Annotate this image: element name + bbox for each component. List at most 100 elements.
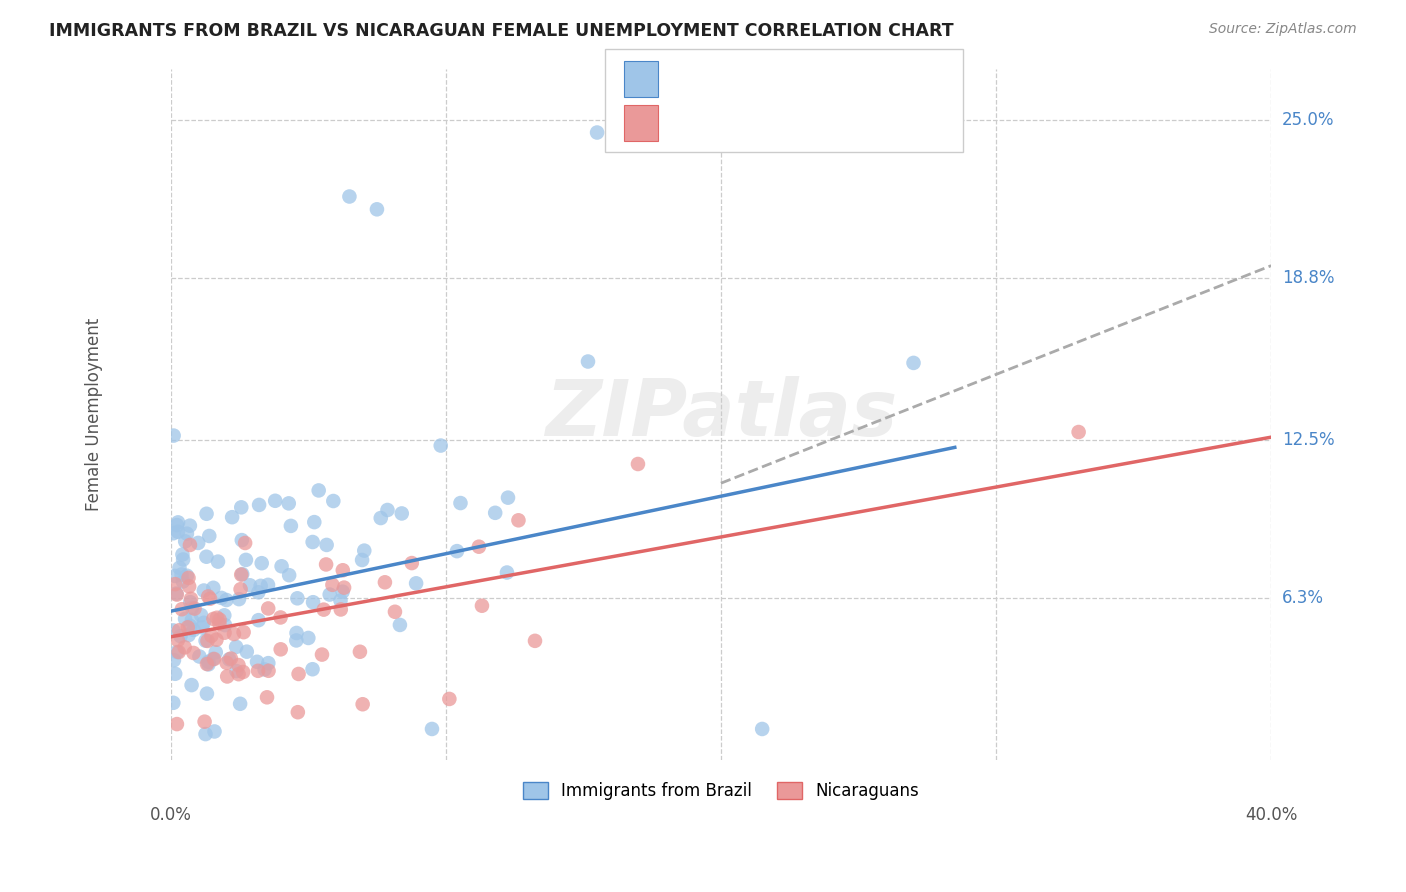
Point <box>370 511 392 525</box>
Point <box>167 633 190 648</box>
Point <box>176 526 198 541</box>
Point <box>246 655 269 669</box>
Point <box>287 705 309 719</box>
Point <box>228 667 250 681</box>
Text: 6.3%: 6.3% <box>1282 590 1324 607</box>
Point <box>287 591 309 606</box>
Point <box>576 354 599 368</box>
Point <box>247 585 270 599</box>
Point <box>352 553 374 567</box>
Point <box>231 567 253 582</box>
Point <box>235 553 257 567</box>
Point <box>391 507 413 521</box>
Point <box>439 692 461 706</box>
Point <box>169 561 191 575</box>
Point <box>232 665 254 679</box>
Point <box>195 549 218 564</box>
Point <box>270 610 292 624</box>
Point <box>353 543 375 558</box>
Point <box>180 613 202 627</box>
Point <box>315 558 337 572</box>
Point <box>221 510 243 524</box>
Point <box>264 493 287 508</box>
Text: 0.405: 0.405 <box>707 115 759 133</box>
Point <box>270 642 292 657</box>
Point <box>287 667 309 681</box>
Point <box>179 538 201 552</box>
Point <box>420 722 443 736</box>
Point <box>280 519 302 533</box>
Point <box>250 556 273 570</box>
Point <box>205 611 228 625</box>
Legend: Immigrants from Brazil, Nicaraguans: Immigrants from Brazil, Nicaraguans <box>523 781 920 800</box>
Point <box>177 571 200 585</box>
Point <box>167 516 190 530</box>
Point <box>191 620 214 634</box>
Point <box>405 576 427 591</box>
Point <box>181 601 204 615</box>
Point <box>204 645 226 659</box>
Point <box>496 566 519 580</box>
Point <box>496 491 519 505</box>
Point <box>198 529 221 543</box>
Point <box>176 568 198 582</box>
Point <box>352 698 374 712</box>
Point <box>231 533 253 547</box>
Point <box>247 498 270 512</box>
Point <box>197 655 219 669</box>
Point <box>163 569 186 583</box>
Point <box>228 658 250 673</box>
Point <box>301 535 323 549</box>
Point <box>311 648 333 662</box>
Point <box>229 582 252 597</box>
Point <box>301 662 323 676</box>
Point <box>374 575 396 590</box>
Text: 107: 107 <box>806 70 841 88</box>
Point <box>177 628 200 642</box>
Point <box>163 653 186 667</box>
Point <box>232 625 254 640</box>
Text: 0.305: 0.305 <box>707 70 759 88</box>
Point <box>321 578 343 592</box>
Point <box>1067 425 1090 439</box>
Point <box>214 608 236 623</box>
Text: 40.0%: 40.0% <box>1246 805 1298 824</box>
Point <box>163 428 186 442</box>
Point <box>218 652 240 666</box>
Point <box>349 645 371 659</box>
Point <box>195 507 218 521</box>
Point <box>193 615 215 630</box>
Point <box>183 623 205 637</box>
Point <box>179 595 201 609</box>
Point <box>187 536 209 550</box>
Point <box>450 496 472 510</box>
Point <box>194 714 217 729</box>
Point <box>172 552 194 566</box>
Point <box>586 126 609 140</box>
Point <box>219 651 242 665</box>
Point <box>208 616 231 631</box>
Text: 25.0%: 25.0% <box>1282 111 1334 128</box>
Point <box>166 588 188 602</box>
Point <box>247 613 270 627</box>
Point <box>257 578 280 592</box>
Point <box>174 534 197 549</box>
Point <box>253 663 276 677</box>
Point <box>312 602 335 616</box>
Point <box>322 494 344 508</box>
Point <box>315 538 337 552</box>
Point <box>471 599 494 613</box>
Point <box>214 618 236 632</box>
Point <box>179 579 201 593</box>
Point <box>207 555 229 569</box>
Text: IMMIGRANTS FROM BRAZIL VS NICARAGUAN FEMALE UNEMPLOYMENT CORRELATION CHART: IMMIGRANTS FROM BRAZIL VS NICARAGUAN FEM… <box>49 22 953 40</box>
Point <box>249 579 271 593</box>
Point <box>270 559 292 574</box>
Point <box>177 620 200 634</box>
Point <box>225 640 247 654</box>
Point <box>377 503 399 517</box>
Text: R =: R = <box>668 70 704 88</box>
Point <box>180 591 202 606</box>
Text: 65: 65 <box>806 115 834 133</box>
Point <box>198 591 221 606</box>
